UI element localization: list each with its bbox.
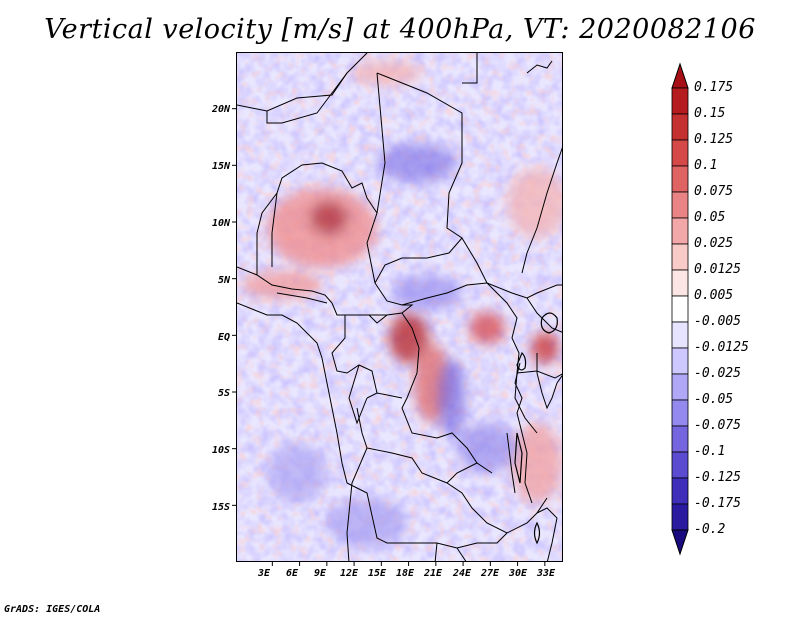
lat-label: EQ — [217, 332, 230, 343]
lat-label: 15S — [211, 502, 230, 513]
colorbar-label: -0.2 — [694, 522, 726, 537]
colorbar-label: -0.1 — [694, 444, 726, 459]
country-borders — [237, 53, 562, 561]
vertical-velocity-field — [237, 53, 562, 561]
lakes — [514, 312, 558, 545]
colorbar-label: 0.0125 — [694, 262, 741, 277]
colorbar-label: 0.075 — [694, 184, 734, 199]
lon-label: 12E — [339, 568, 359, 579]
lon-label: 27E — [480, 568, 500, 579]
colorbar-swatch — [671, 113, 689, 141]
colorbar-label: 0.125 — [694, 132, 734, 147]
colorbar-label: -0.025 — [694, 366, 741, 381]
colorbar-swatch — [671, 165, 689, 193]
colorbar-swatch — [671, 321, 689, 349]
colorbar-swatch — [671, 477, 689, 505]
colorbar-label: -0.075 — [694, 418, 741, 433]
colorbar-label: 0.025 — [694, 236, 734, 251]
lon-label: 24E — [452, 568, 472, 579]
colorbar-swatch — [671, 139, 689, 167]
colorbar-swatch — [671, 87, 689, 115]
colorbar-label: 0.005 — [694, 288, 734, 303]
colorbar-label: -0.175 — [694, 496, 741, 511]
colorbar-swatch — [671, 503, 689, 531]
map-title: Vertical velocity [m/s] at 400hPa, VT: 2… — [44, 14, 756, 45]
colorbar-swatch — [671, 217, 689, 245]
map-panel — [236, 52, 563, 562]
lon-label: 6E — [285, 568, 299, 579]
colorbar-swatch — [671, 373, 689, 401]
colorbar-label: -0.05 — [694, 392, 734, 407]
downward-motion-regions — [267, 143, 517, 548]
colorbar-swatch — [671, 399, 689, 427]
lon-label: 21E — [423, 568, 443, 579]
colorbar-label: 0.1 — [694, 158, 718, 173]
lat-label: 5S — [217, 388, 230, 399]
lon-label: 18E — [395, 568, 415, 579]
lat-label: 20N — [211, 104, 230, 115]
lon-label: 33E — [536, 568, 556, 579]
grads-credit: GrADS: IGES/COLA — [4, 604, 101, 615]
colorbar-swatch — [671, 295, 689, 323]
lon-label: 15E — [367, 568, 387, 579]
lat-label: 15N — [211, 161, 230, 172]
colorbar-label: 0.05 — [694, 210, 726, 225]
colorbar-max-arrow — [671, 62, 689, 89]
colorbar-swatch — [671, 243, 689, 271]
colorbar-swatch — [671, 269, 689, 297]
colorbar-min-arrow — [671, 529, 689, 556]
lat-label: 10S — [211, 445, 230, 456]
colorbar-swatch — [671, 451, 689, 479]
lon-label: 30E — [508, 568, 528, 579]
colorbar-label: 0.175 — [694, 80, 734, 95]
colorbar-label: 0.15 — [694, 106, 726, 121]
colorbar-swatch — [671, 425, 689, 453]
colorbar-swatch — [671, 347, 689, 375]
lat-label: 10N — [211, 218, 230, 229]
colorbar-label: -0.0125 — [694, 340, 749, 355]
colorbar-swatch — [671, 191, 689, 219]
lon-label: 9E — [313, 568, 327, 579]
lat-label: 5N — [217, 275, 230, 286]
lon-label: 3E — [257, 568, 271, 579]
colorbar-label: -0.125 — [694, 470, 741, 485]
colorbar-label: -0.005 — [694, 314, 741, 329]
